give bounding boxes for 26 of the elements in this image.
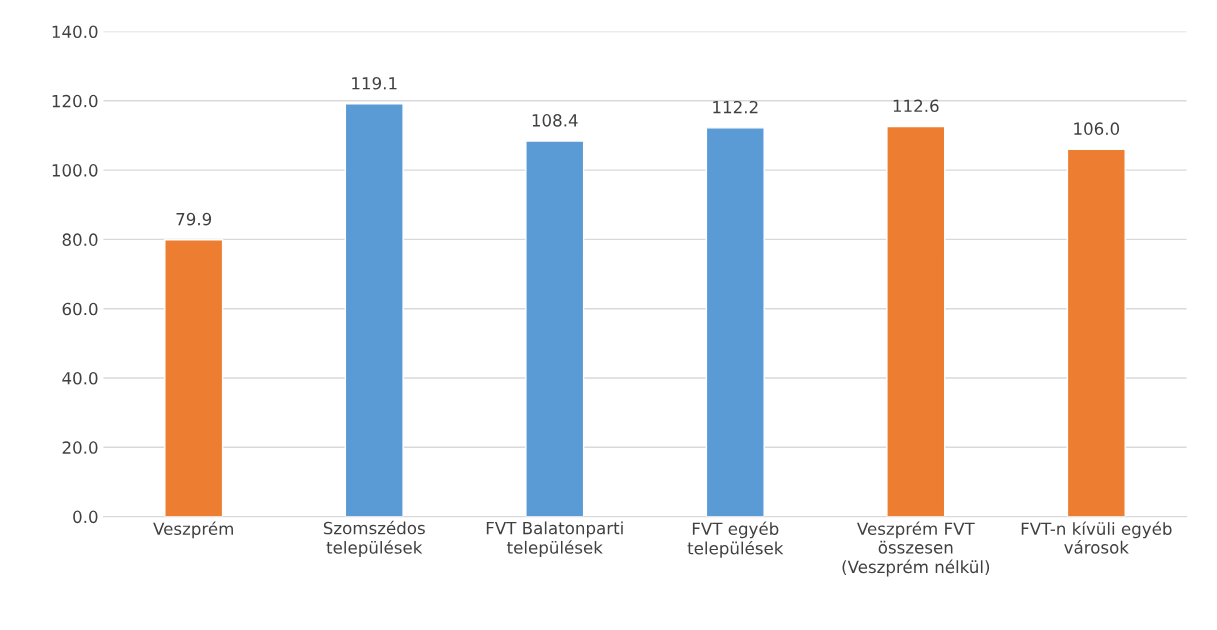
bar: [164, 239, 224, 517]
y-tick-label: 100.0: [52, 164, 98, 177]
y-tick-label: 140.0: [52, 25, 98, 39]
y-tick-label: 80.0: [62, 233, 98, 246]
x-tick-label: FVT Balatonparti települések: [486, 521, 623, 558]
bar: [886, 125, 946, 517]
y-tick-label: 0.0: [73, 510, 98, 524]
x-tick-label: FVT egyéb települések: [687, 521, 784, 558]
data-label: 79.9: [176, 212, 212, 226]
bar: [525, 140, 585, 517]
y-tick-label: 20.0: [62, 441, 98, 454]
data-label: 112.6: [893, 99, 939, 113]
bar: [705, 127, 765, 517]
data-label: 106.0: [1074, 122, 1120, 135]
data-label: 119.1: [352, 76, 397, 90]
x-tick-label: Veszprém FVT összesen (Veszprém nélkül): [842, 521, 990, 577]
bar: [344, 103, 404, 517]
y-tick-label: 40.0: [62, 371, 98, 385]
bar: [1066, 148, 1126, 517]
y-tick-label: 60.0: [62, 302, 98, 316]
x-tick-label: Szomszédos települések: [323, 520, 425, 558]
data-label: 112.2: [713, 100, 758, 114]
data-label: 108.4: [532, 114, 578, 127]
x-tick-label: Veszprém: [153, 521, 233, 539]
x-tick-label: FVT-n kívüli egyéb városok: [1021, 521, 1172, 554]
y-tick-label: 120.0: [52, 94, 98, 108]
